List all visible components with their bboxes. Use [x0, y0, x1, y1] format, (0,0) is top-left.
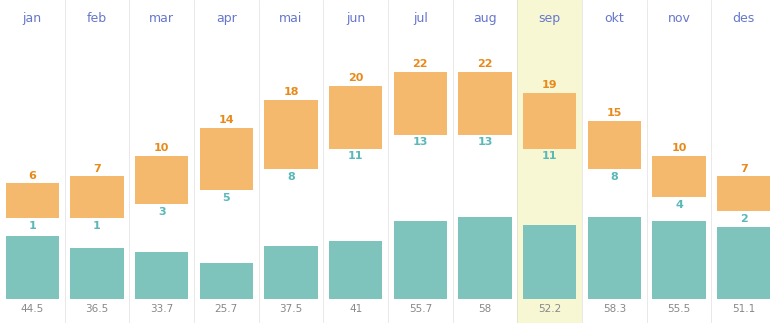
Text: 11: 11	[542, 151, 557, 161]
Text: 8: 8	[611, 172, 618, 182]
Text: feb: feb	[87, 12, 107, 25]
Text: 55.5: 55.5	[667, 304, 691, 314]
Bar	[717, 227, 770, 299]
Bar	[588, 217, 641, 299]
Text: 11: 11	[348, 151, 363, 161]
Bar	[653, 155, 705, 197]
Text: 2: 2	[740, 214, 747, 224]
Text: 3: 3	[158, 207, 165, 217]
Text: 13: 13	[477, 137, 493, 147]
Bar	[523, 225, 576, 299]
Text: 10: 10	[671, 143, 687, 153]
Text: 51.1: 51.1	[732, 304, 755, 314]
Text: jan: jan	[23, 12, 42, 25]
Text: 55.7: 55.7	[409, 304, 432, 314]
Bar	[6, 236, 59, 299]
Text: 1: 1	[29, 221, 36, 231]
Text: 4: 4	[675, 200, 683, 210]
Bar	[6, 183, 59, 218]
Bar	[71, 248, 123, 299]
Bar	[588, 120, 641, 170]
Text: 37.5: 37.5	[279, 304, 303, 314]
Bar	[518, 0, 582, 323]
Text: sep: sep	[539, 12, 561, 25]
Bar	[653, 221, 705, 299]
Bar	[393, 221, 447, 299]
Text: jul: jul	[413, 12, 428, 25]
Bar	[459, 72, 511, 135]
Text: 22: 22	[413, 59, 428, 69]
Text: 22: 22	[477, 59, 493, 69]
Text: apr: apr	[216, 12, 237, 25]
Bar	[265, 100, 317, 170]
Bar	[717, 176, 770, 211]
Bar	[329, 241, 382, 299]
Bar	[135, 252, 188, 299]
Text: okt: okt	[605, 12, 624, 25]
Text: 14: 14	[219, 115, 234, 125]
Text: 36.5: 36.5	[85, 304, 109, 314]
Text: jun: jun	[346, 12, 365, 25]
Bar	[393, 72, 447, 135]
Text: 20: 20	[348, 73, 363, 83]
Text: 58: 58	[478, 304, 492, 314]
Text: des: des	[733, 12, 755, 25]
Text: 41: 41	[349, 304, 362, 314]
Text: 44.5: 44.5	[21, 304, 44, 314]
Bar	[71, 176, 123, 218]
Bar	[523, 93, 576, 149]
Text: 25.7: 25.7	[215, 304, 238, 314]
Text: 13: 13	[413, 137, 428, 147]
Bar	[459, 217, 511, 299]
Text: mai: mai	[279, 12, 303, 25]
Bar	[135, 155, 188, 204]
Text: 10: 10	[154, 143, 169, 153]
Text: 5: 5	[223, 193, 230, 203]
Text: 33.7: 33.7	[150, 304, 173, 314]
Text: 6: 6	[29, 171, 36, 181]
Bar	[199, 263, 253, 299]
Text: 19: 19	[542, 80, 557, 90]
Text: nov: nov	[667, 12, 691, 25]
Bar	[329, 86, 382, 149]
Text: 7: 7	[740, 164, 747, 174]
Text: 7: 7	[93, 164, 101, 174]
Bar	[265, 246, 317, 299]
Text: 1: 1	[93, 221, 101, 231]
Text: 58.3: 58.3	[603, 304, 626, 314]
Text: 8: 8	[287, 172, 295, 182]
Text: 52.2: 52.2	[538, 304, 561, 314]
Bar	[199, 128, 253, 191]
Text: mar: mar	[149, 12, 174, 25]
Text: 15: 15	[607, 108, 622, 118]
Text: aug: aug	[473, 12, 497, 25]
Text: 18: 18	[283, 87, 299, 97]
